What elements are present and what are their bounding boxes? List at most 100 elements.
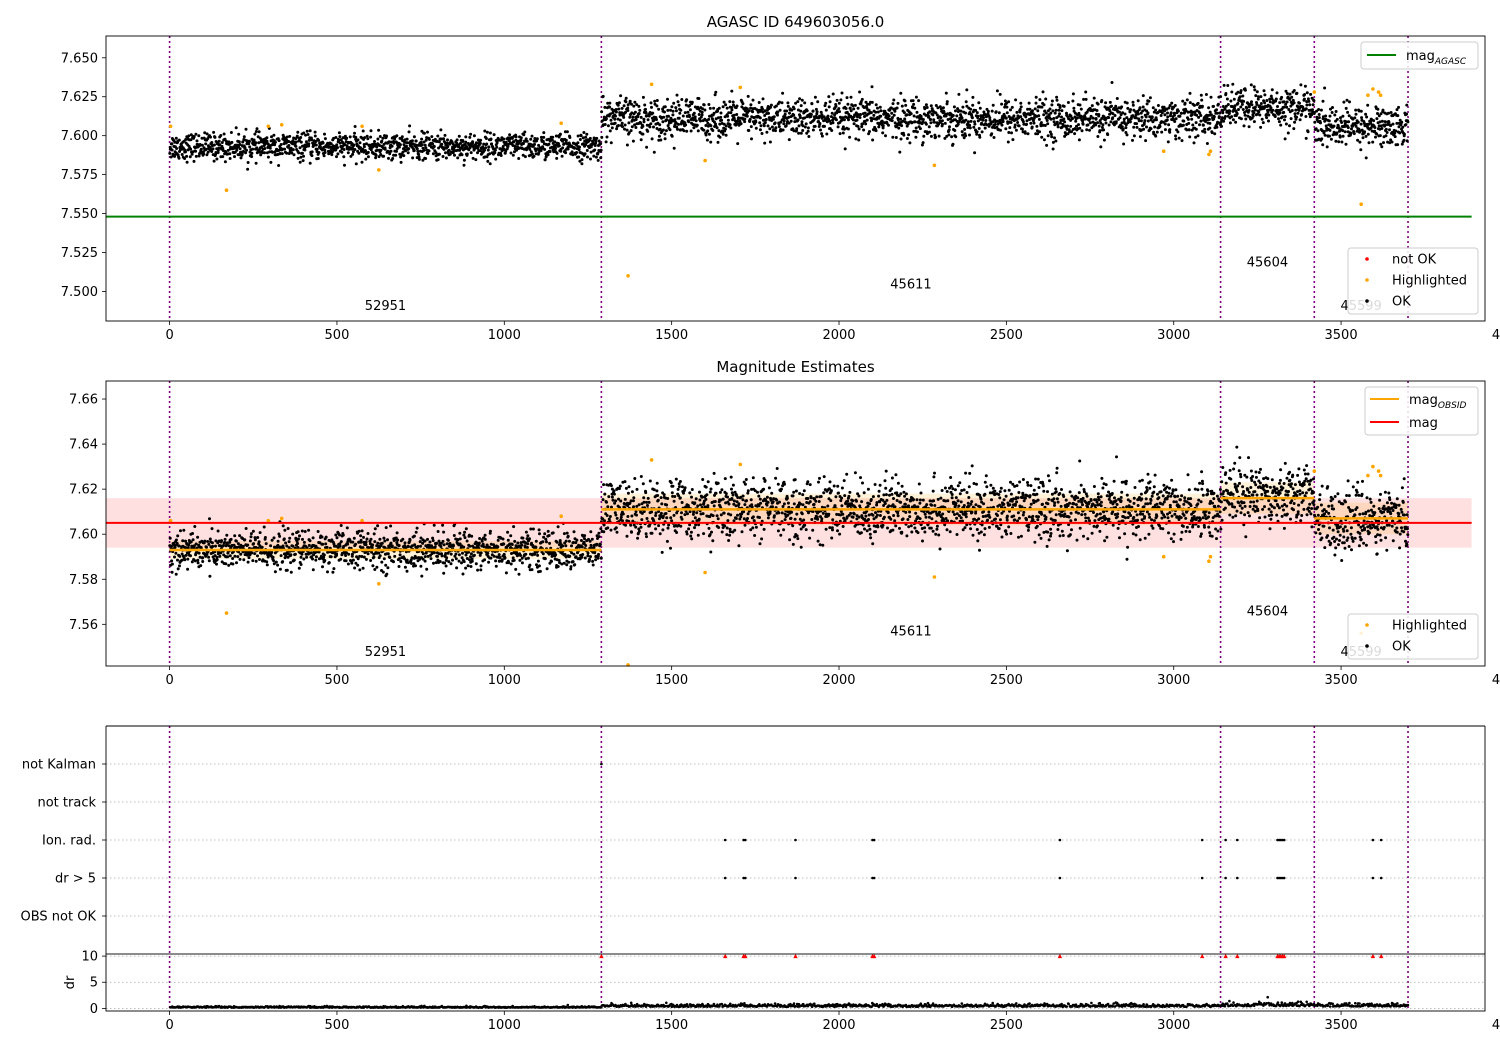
ok-point xyxy=(1187,121,1191,125)
ok-point xyxy=(1273,115,1277,118)
ok-point xyxy=(1173,104,1177,107)
ok-point xyxy=(1194,121,1198,125)
ok-point xyxy=(1090,104,1094,108)
ok-point xyxy=(196,535,200,539)
ok-point xyxy=(997,111,1001,115)
ok-point xyxy=(1298,118,1302,122)
ok-point xyxy=(684,123,688,127)
ok-point xyxy=(600,135,604,139)
highlighted-point xyxy=(649,82,654,87)
ok-point xyxy=(1280,95,1284,99)
ok-point xyxy=(830,129,834,132)
ok-point xyxy=(326,570,329,574)
ok-point xyxy=(208,574,212,578)
ok-point xyxy=(397,565,401,568)
ok-point xyxy=(392,153,396,157)
ok-point xyxy=(617,107,621,111)
ok-point xyxy=(447,148,451,152)
ok-point xyxy=(541,540,545,544)
ok-point xyxy=(1168,128,1172,132)
ok-point xyxy=(971,95,975,99)
ok-point xyxy=(854,137,858,141)
ok-point xyxy=(713,93,717,97)
ok-point xyxy=(732,103,735,107)
ok-point xyxy=(1001,120,1005,124)
ok-point xyxy=(360,529,364,533)
ok-point xyxy=(829,115,833,119)
ok-point xyxy=(1047,114,1051,118)
ok-point xyxy=(1072,106,1076,110)
y-tick-label: 7.650 xyxy=(61,51,98,66)
ok-point xyxy=(390,544,394,548)
ok-point xyxy=(519,554,523,557)
ok-point xyxy=(537,564,541,568)
ok-point xyxy=(389,541,393,545)
ok-point xyxy=(204,147,208,151)
ok-point xyxy=(630,125,634,129)
ok-point xyxy=(626,109,630,112)
ok-point xyxy=(1302,97,1306,101)
ok-point xyxy=(763,141,767,145)
ok-point xyxy=(991,103,995,107)
ok-point xyxy=(901,119,905,123)
ok-point xyxy=(216,148,220,152)
ok-point xyxy=(258,531,262,535)
ok-point xyxy=(352,143,356,147)
ok-point xyxy=(1305,103,1309,107)
ok-point xyxy=(858,116,862,119)
ok-point xyxy=(479,551,483,555)
ok-point xyxy=(298,160,302,164)
ok-point xyxy=(1384,134,1388,138)
ok-point xyxy=(845,110,849,114)
ok-point xyxy=(422,148,426,152)
ok-point xyxy=(621,125,624,129)
ok-point xyxy=(1194,127,1198,131)
ok-point xyxy=(300,552,304,556)
ok-point xyxy=(402,143,406,147)
ok-point xyxy=(276,563,280,567)
ok-point xyxy=(228,157,232,160)
ok-point xyxy=(1166,115,1170,119)
ok-point xyxy=(272,133,276,137)
ok-point xyxy=(456,156,460,160)
ok-point xyxy=(561,544,565,548)
ok-point xyxy=(1166,111,1169,115)
ok-point xyxy=(1036,109,1040,113)
ok-point xyxy=(806,126,810,130)
ok-point xyxy=(308,129,312,133)
ok-point xyxy=(1366,103,1370,107)
ok-point xyxy=(1042,138,1046,142)
ok-point xyxy=(764,118,768,121)
ok-point xyxy=(461,572,465,576)
ok-point xyxy=(257,540,261,544)
ok-point xyxy=(1215,125,1219,129)
ok-point xyxy=(528,147,532,151)
ok-point xyxy=(603,105,607,109)
ok-point xyxy=(1366,132,1370,136)
ok-point xyxy=(1066,124,1069,128)
ok-point xyxy=(551,135,555,139)
ok-point xyxy=(202,152,206,156)
ok-point xyxy=(353,148,357,151)
ok-point xyxy=(197,154,201,158)
ok-point xyxy=(442,137,446,141)
ok-point xyxy=(251,559,255,563)
ok-point xyxy=(566,147,570,151)
ok-point xyxy=(840,118,844,122)
ok-point xyxy=(1402,138,1406,142)
highlighted-point xyxy=(703,158,707,163)
ok-point xyxy=(512,140,516,144)
ok-point xyxy=(725,106,729,110)
ok-point xyxy=(485,130,489,134)
ok-point xyxy=(874,103,878,107)
ok-point xyxy=(655,104,659,108)
ok-point xyxy=(412,135,416,139)
ok-point xyxy=(1397,105,1400,109)
ok-point xyxy=(717,129,721,133)
ok-point xyxy=(536,559,540,563)
ok-point xyxy=(193,525,197,528)
ok-point xyxy=(362,555,366,559)
ok-point xyxy=(1345,98,1349,102)
ok-point xyxy=(206,150,210,154)
ok-point xyxy=(652,125,655,129)
